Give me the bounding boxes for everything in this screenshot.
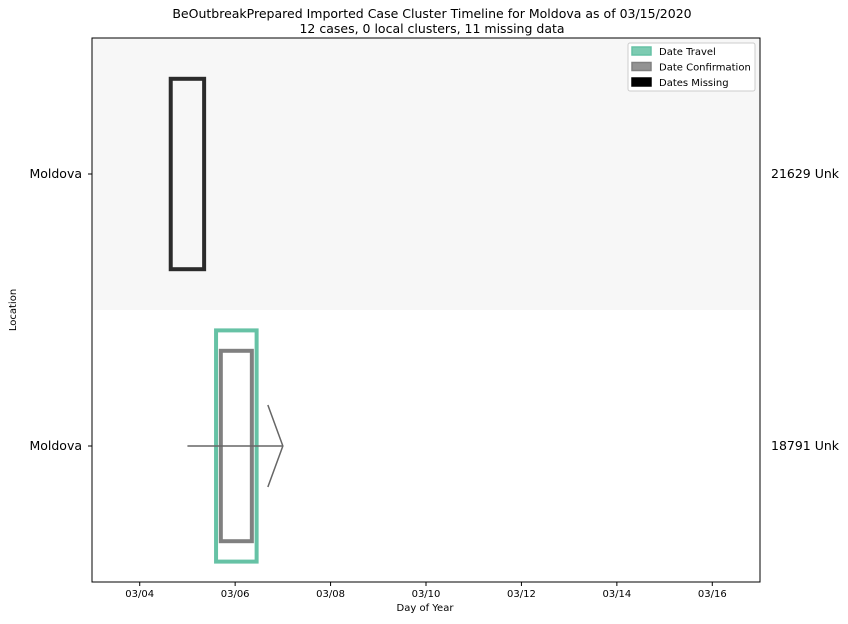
x-tick-label: 03/10 (412, 589, 441, 600)
x-axis-label: Day of Year (397, 603, 455, 614)
plot-area: Moldova 21629 Unk Moldova 18791 Unk 03/04 03/… (29, 37, 840, 600)
x-tick-label: 03/14 (602, 589, 631, 600)
travel-arrow (187, 404, 284, 488)
legend-label: Date Travel (659, 47, 716, 58)
case-label: 21629 Unk (771, 166, 840, 181)
chart-title: BeOutbreakPrepared Imported Case Cluster… (172, 6, 691, 21)
x-tick-label: 03/08 (316, 589, 345, 600)
case-label: 18791 Unk (771, 438, 840, 453)
legend-label: Dates Missing (659, 78, 729, 89)
legend: Date Travel Date Confirmation Dates Missin… (627, 42, 756, 92)
x-tick-label: 03/04 (125, 589, 154, 600)
chart-subtitle: 12 cases, 0 local clusters, 11 missing d… (299, 21, 564, 36)
missing-bar (168, 76, 207, 272)
y-axis-label: Location (8, 289, 19, 331)
x-tick-label: 03/06 (221, 589, 250, 600)
y-tick-label: Moldova (29, 438, 82, 453)
y-tick-label: Moldova (29, 166, 82, 181)
x-tick-label: 03/12 (507, 589, 536, 600)
x-tick-label: 03/16 (698, 589, 727, 600)
legend-box (627, 42, 756, 92)
legend-swatch (631, 61, 652, 72)
legend-swatch (631, 46, 652, 56)
legend-label: Date Confirmation (659, 63, 751, 74)
legend-swatch (631, 77, 652, 87)
